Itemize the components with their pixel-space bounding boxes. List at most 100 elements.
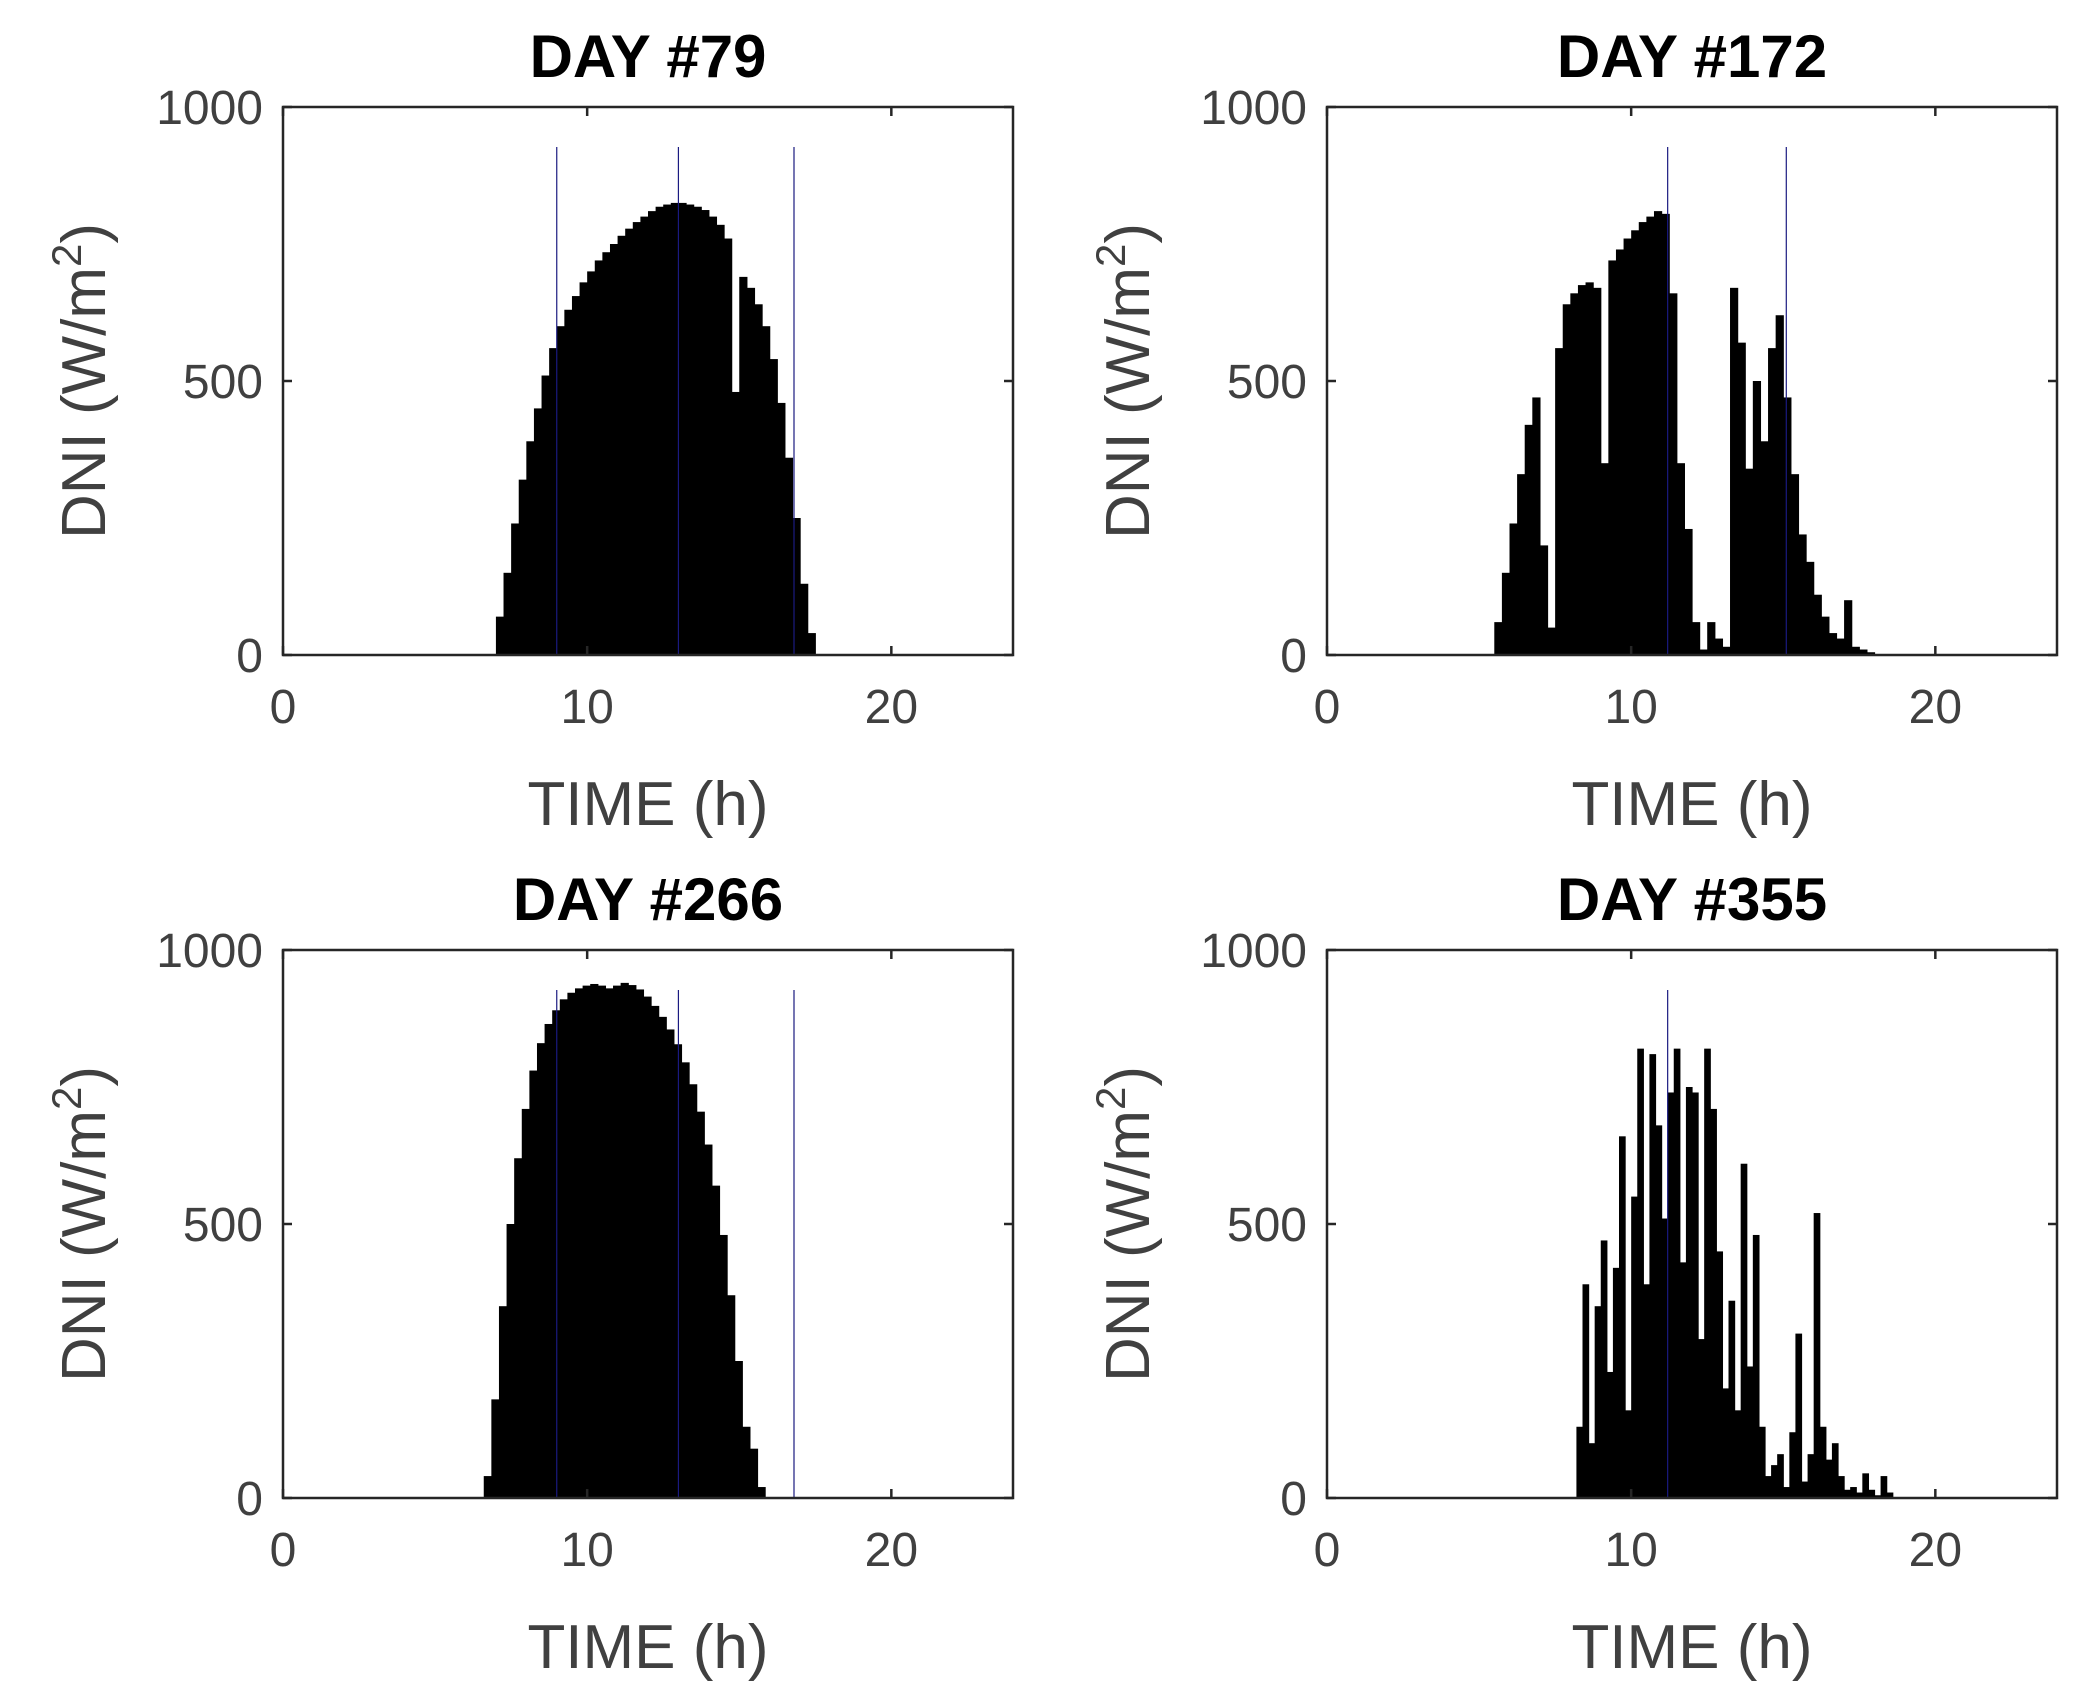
bar [533, 408, 543, 655]
bar [625, 228, 634, 655]
bar [1509, 523, 1518, 655]
x-tick-label: 10 [1604, 681, 1657, 734]
y-tick-label: 0 [1280, 1473, 1307, 1526]
bar [1836, 638, 1845, 655]
bar [651, 1005, 660, 1498]
bar [1501, 572, 1511, 655]
bar [1771, 1465, 1778, 1498]
bar [1593, 287, 1602, 655]
bar [1790, 474, 1800, 655]
bar [655, 206, 664, 655]
bar [807, 633, 816, 655]
bar [719, 1234, 728, 1498]
x-tick-label: 20 [1909, 681, 1962, 734]
bar [1637, 1048, 1644, 1498]
bar [1806, 561, 1815, 655]
y-axis-label-close: ) [50, 1066, 119, 1087]
bar [1619, 1136, 1626, 1498]
bar [643, 996, 652, 1498]
bar [579, 282, 588, 655]
bar [1844, 600, 1853, 655]
bar [1661, 1218, 1669, 1498]
chart-panel-2: 0 10 20 0 500 1000 DAY #172 TIME (h) DNI (W/m2) [1087, 23, 2059, 839]
bar [1813, 1213, 1821, 1498]
bar [613, 985, 622, 1498]
bar [1752, 1234, 1760, 1498]
bar [1661, 213, 1670, 656]
y-axis-label-sup: 2 [43, 244, 90, 267]
x-tick-label: 10 [560, 1524, 613, 1577]
bar [1868, 1489, 1876, 1498]
bar [609, 244, 619, 655]
chart-panel-1: 0 10 20 0 500 1000 DAY #79 TIME (h) DNI (W/m2) [43, 23, 1015, 839]
x-axis-label: TIME (h) [527, 770, 768, 839]
bar [1716, 1251, 1724, 1498]
bar [1745, 468, 1754, 655]
bar [1608, 260, 1617, 655]
x-tick-label: 0 [1314, 681, 1341, 734]
bar [1777, 1454, 1784, 1498]
bar [754, 304, 763, 655]
bar [1673, 1048, 1681, 1498]
x-tick-label: 0 [270, 1524, 297, 1577]
chart-panel-4: 0 10 20 0 500 1000 DAY #355 TIME (h) DNI (W/m2) [1087, 866, 2059, 1682]
x-tick-label: 20 [1909, 1524, 1962, 1577]
bar [518, 479, 527, 655]
bar [1692, 1092, 1699, 1498]
bar [590, 983, 599, 1498]
bar [1856, 1492, 1863, 1498]
x-tick-label: 10 [560, 681, 613, 734]
bar [1577, 285, 1587, 655]
bar [495, 616, 505, 655]
bar [696, 1111, 705, 1498]
y-axis-label: DNI (W/m2) [1087, 223, 1163, 539]
y-tick-label: 500 [183, 1199, 263, 1252]
bar [1838, 1476, 1845, 1498]
bar [727, 1295, 736, 1498]
bar [1643, 1284, 1651, 1498]
bar [1679, 1262, 1687, 1498]
bar [1880, 1476, 1888, 1498]
chart-title: DAY #172 [1557, 23, 1827, 90]
y-axis-label-sup: 2 [1087, 1087, 1134, 1110]
bar [784, 457, 794, 655]
bar [1740, 1163, 1748, 1498]
bar [1653, 211, 1663, 655]
bar [1844, 1489, 1851, 1498]
y-tick-label: 500 [1227, 356, 1307, 409]
bar [1789, 1432, 1797, 1498]
bar [724, 238, 733, 655]
bar [1886, 1492, 1894, 1498]
bar [1758, 1426, 1766, 1498]
bar [597, 985, 607, 1498]
y-axis-label-sup: 2 [1087, 244, 1134, 267]
y-tick-label: 0 [1280, 630, 1307, 683]
x-axis-label: TIME (h) [1571, 1613, 1812, 1682]
bar [511, 523, 520, 655]
y-axis-label: DNI (W/m2) [43, 1066, 119, 1382]
bar [1866, 652, 1876, 655]
bar [1532, 397, 1541, 655]
bar [491, 1399, 500, 1498]
bar [1813, 594, 1822, 655]
bar [1547, 627, 1556, 655]
bar [1737, 342, 1746, 655]
bar [716, 224, 725, 655]
bar [594, 260, 603, 655]
bar [605, 988, 614, 1498]
y-tick-label: 500 [1227, 1199, 1307, 1252]
bar [1562, 304, 1571, 655]
bar [1831, 1443, 1839, 1498]
bar [1555, 348, 1564, 655]
x-tick-label: 0 [270, 681, 297, 734]
y-axis-label-main: DNI (W/m [1094, 267, 1163, 539]
bar [1585, 282, 1594, 655]
bar [1649, 1054, 1657, 1498]
y-axis-label-close: ) [50, 223, 119, 244]
y-axis-label-close: ) [1094, 1066, 1163, 1087]
bar [620, 982, 629, 1498]
y-tick-label: 1000 [156, 82, 263, 135]
bar [1728, 1300, 1736, 1498]
bar [800, 583, 809, 655]
bar [1646, 216, 1655, 655]
